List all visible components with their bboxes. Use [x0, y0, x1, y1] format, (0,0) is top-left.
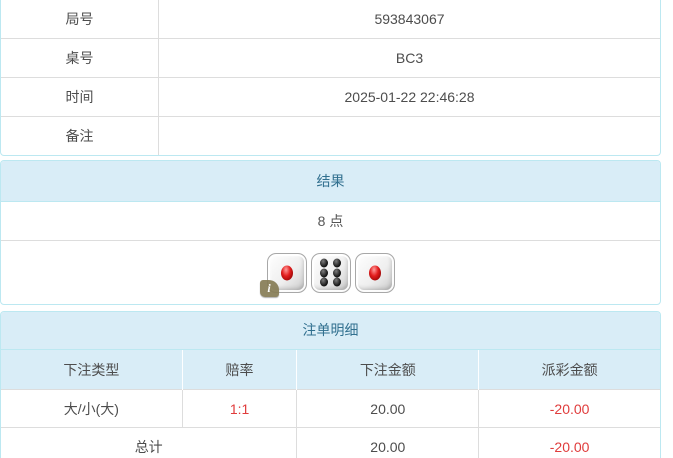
game-info-table: 局号 593843067 桌号 BC3 时间 2025-01-22 22:46:…	[1, 0, 660, 155]
remark-value	[158, 116, 660, 155]
die-3-face-1	[354, 252, 395, 293]
bet-payout: -20.00	[478, 389, 660, 428]
total-label: 总计	[1, 427, 297, 458]
result-panel: 结果 8 点 i	[0, 160, 661, 305]
bets-table: 下注类型 赔率 下注金额 派彩金额 大/小(大) 1:1 20.00 -20.0…	[1, 350, 660, 458]
time-value: 2025-01-22 22:46:28	[158, 77, 660, 117]
bet-odds: 1:1	[181, 389, 297, 428]
table-row: 备注	[1, 116, 660, 155]
col-odds: 赔率	[181, 350, 297, 390]
die-pip	[333, 277, 342, 287]
die-pip	[333, 268, 342, 277]
total-row: 总计 20.00 -20.00	[1, 427, 660, 458]
total-amount: 20.00	[296, 427, 479, 458]
col-payout-amount: 派彩金额	[478, 350, 660, 390]
die-1-face-1: i	[259, 252, 307, 297]
col-bet-amount: 下注金额	[296, 350, 479, 390]
table-row: 时间 2025-01-22 22:46:28	[1, 77, 660, 117]
die-2-face-6	[310, 252, 351, 293]
info-icon[interactable]: i	[259, 279, 279, 297]
bet-details-title: 注单明细	[1, 312, 660, 350]
table-id-label: 桌号	[1, 38, 159, 78]
die-pip	[333, 258, 342, 268]
die-pip	[368, 265, 381, 280]
round-id-label: 局号	[1, 0, 159, 39]
round-id-value: 593843067	[374, 11, 445, 27]
time-label: 时间	[1, 77, 159, 117]
bet-details-panel: 注单明细 下注类型 赔率 下注金额 派彩金额 大/小(大) 1:	[0, 311, 661, 458]
die-pip	[319, 258, 328, 268]
result-points: 8 点	[1, 202, 660, 241]
game-info-panel: 局号 593843067 桌号 BC3 时间 2025-01-22 22:46:…	[0, 0, 661, 156]
table-id-value: BC3	[158, 38, 660, 78]
die-pip	[319, 268, 328, 277]
dice-row: i	[1, 241, 660, 304]
col-bet-type: 下注类型	[1, 350, 183, 390]
total-payout: -20.00	[478, 427, 660, 458]
bets-header-row: 下注类型 赔率 下注金额 派彩金额	[1, 350, 660, 390]
die-pip	[280, 265, 293, 280]
bet-row: 大/小(大) 1:1 20.00 -20.00	[1, 389, 660, 428]
table-row: 桌号 BC3	[1, 38, 660, 78]
table-row: 局号 593843067	[1, 0, 660, 39]
bet-amount: 20.00	[296, 389, 479, 428]
bet-type: 大/小(大)	[1, 389, 183, 428]
die-pip	[319, 277, 328, 287]
remark-label: 备注	[1, 116, 159, 155]
result-panel-title: 结果	[1, 161, 660, 202]
